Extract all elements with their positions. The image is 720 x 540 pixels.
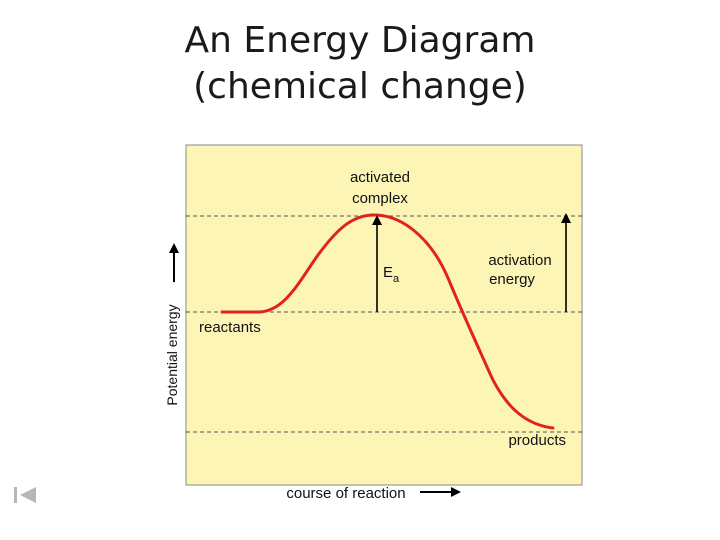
title-line-1: An Energy Diagram [184,20,536,61]
first-slide-icon[interactable] [12,486,38,504]
x-axis-label: course of reaction [286,485,405,502]
activation-energy-label: activation [488,252,551,269]
ea-label: Ea [383,264,400,285]
reaction-energy-curve [220,213,555,430]
slide-title: An Energy Diagram (chemical change) [0,18,720,110]
activated-complex-label: activated [350,169,410,186]
diagram-panel [185,144,583,486]
y-axis-label: Potential energy [164,304,180,405]
activation-energy-label-line2: energy [489,271,535,288]
products-label: products [508,432,566,449]
activated-complex-label-line2: complex [352,190,408,207]
ea-label-sub: a [393,273,400,285]
title-line-2: (chemical change) [193,66,527,107]
reactants-label: reactants [199,319,261,336]
ea-label-main: E [383,264,393,281]
